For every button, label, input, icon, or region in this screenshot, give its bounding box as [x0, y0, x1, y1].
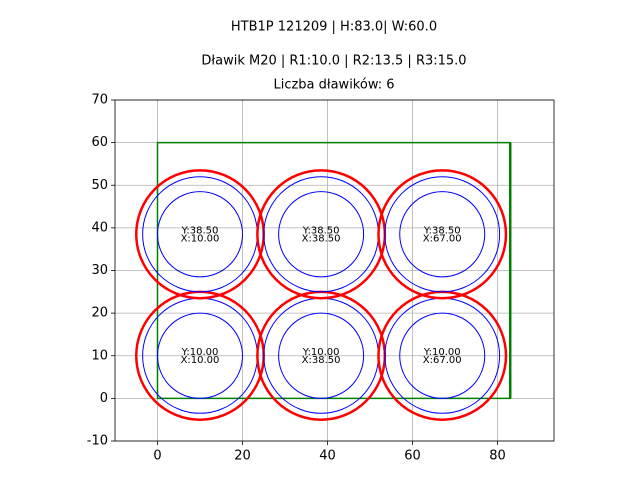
circle-label: Y:38.50 — [302, 225, 340, 236]
ring — [278, 312, 365, 399]
y-tick-label: 60 — [91, 135, 108, 150]
circle-label: X:67.00 — [423, 355, 462, 366]
ring — [399, 191, 486, 278]
y-tick-label: 0 — [100, 391, 108, 406]
circle-label: X:10.00 — [181, 355, 220, 366]
x-tick-label: 0 — [153, 449, 161, 464]
y-tick-label: 70 — [91, 93, 108, 108]
y-tick-label: 40 — [91, 220, 108, 235]
x-tick-label: 80 — [489, 449, 506, 464]
circle-label: Y:10.00 — [302, 347, 340, 358]
circle-label: Y:38.50 — [423, 225, 461, 236]
y-tick-label: 50 — [91, 178, 108, 193]
circle-label: X:10.00 — [181, 233, 220, 244]
ring — [384, 176, 501, 293]
ring — [399, 312, 486, 399]
ring — [377, 169, 508, 300]
circle-label: Y:10.00 — [181, 347, 219, 358]
ring — [278, 191, 365, 278]
circle-label: X:38.50 — [302, 355, 341, 366]
circle-label: X:38.50 — [302, 233, 341, 244]
plot-frame — [114, 99, 555, 442]
ring — [156, 312, 243, 399]
y-tick-label: 30 — [91, 263, 108, 278]
chart-subtitle: Dławik M20 | R1:10.0 | R2:13.5 | R3:15.0 — [201, 54, 466, 69]
chart-caption: Liczba dławików: 6 — [273, 78, 394, 93]
circle-label: Y:38.50 — [181, 225, 219, 236]
x-tick-label: 40 — [319, 449, 336, 464]
y-tick-label: -10 — [87, 434, 108, 449]
circle-label: Y:10.00 — [423, 347, 461, 358]
chart-title: HTB1P 121209 | H:83.0| W:60.0 — [231, 20, 437, 35]
x-tick-label: 20 — [234, 449, 251, 464]
ring — [156, 191, 243, 278]
y-tick-label: 10 — [91, 348, 108, 363]
circle-label: X:67.00 — [423, 233, 462, 244]
x-tick-label: 60 — [404, 449, 421, 464]
y-tick-label: 20 — [91, 306, 108, 321]
